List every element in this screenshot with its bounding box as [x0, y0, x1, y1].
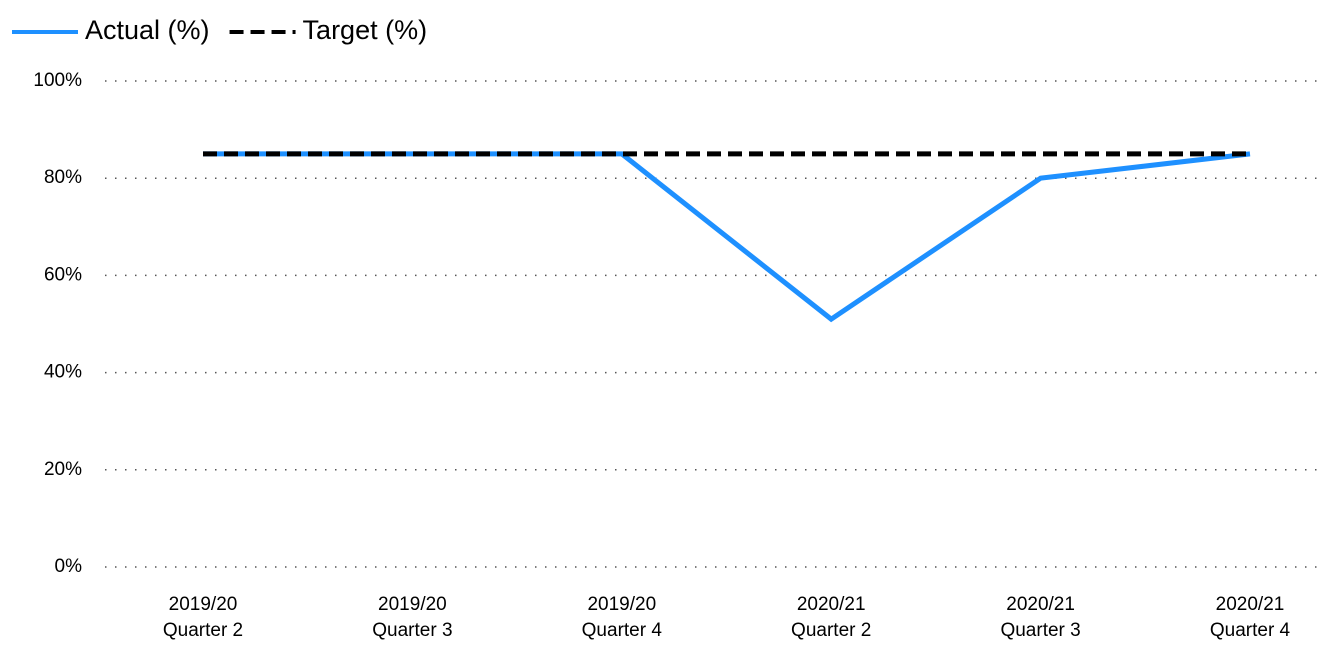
x-tick-label: 2020/21 Quarter 4 — [1209, 594, 1291, 641]
y-tick-label: 80% — [44, 167, 82, 188]
x-tick-label: 2020/21 Quarter 2 — [791, 594, 872, 641]
x-tick-label: 2019/20 Quarter 4 — [581, 594, 662, 641]
x-tick-label: 2019/20 Quarter 2 — [162, 594, 244, 641]
y-tick-label: 40% — [44, 362, 82, 383]
y-tick-label: 60% — [44, 264, 82, 285]
y-tick-label: 0% — [55, 556, 83, 577]
y-tick-label: 100% — [33, 70, 82, 91]
x-tick-label: 2020/21 Quarter 3 — [1000, 594, 1081, 641]
legend-label: Actual (%) — [85, 15, 210, 45]
y-tick-label: 20% — [44, 459, 82, 480]
legend-label: Target (%) — [303, 15, 428, 45]
x-tick-label: 2019/20 Quarter 3 — [372, 594, 453, 641]
